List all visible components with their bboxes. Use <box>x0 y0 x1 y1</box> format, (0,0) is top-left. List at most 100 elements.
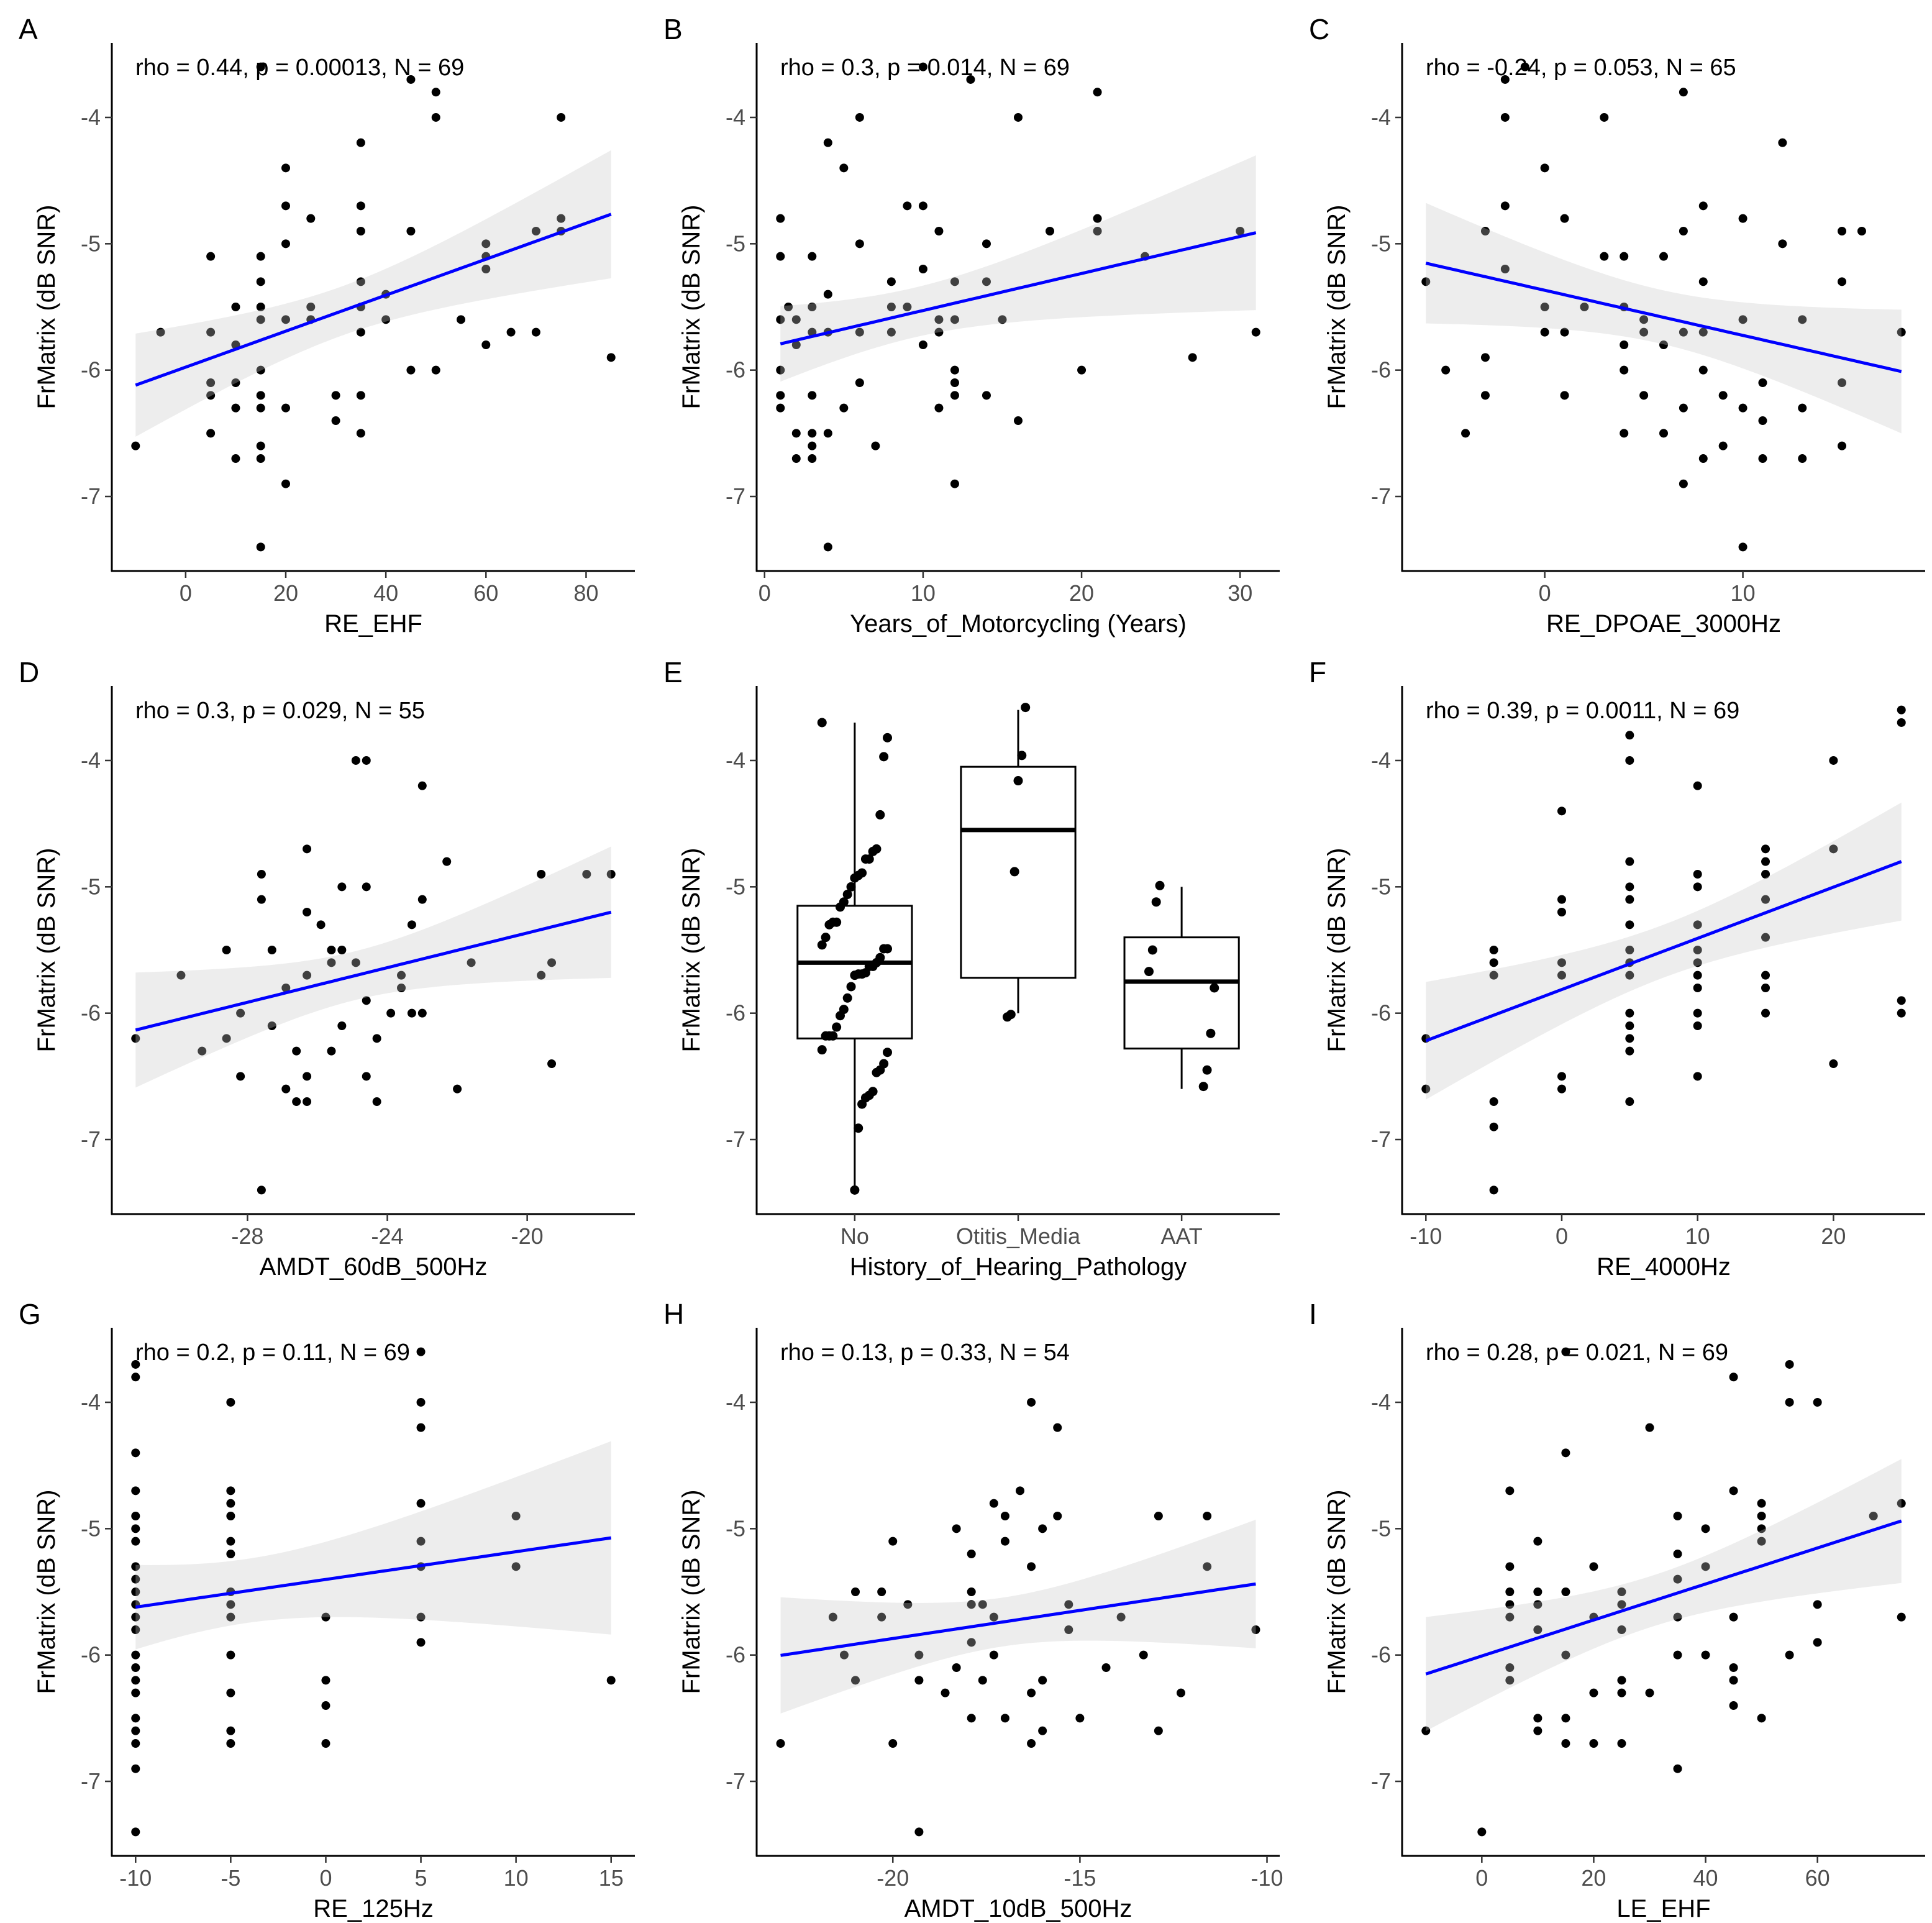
regression-line <box>1425 1519 1902 1676</box>
data-point <box>1101 1663 1111 1673</box>
data-point <box>316 920 326 930</box>
y-tick-label: -6 <box>81 1000 101 1026</box>
data-point <box>1761 857 1770 866</box>
data-point <box>1659 429 1668 438</box>
data-point <box>1489 946 1498 954</box>
data-point <box>481 239 491 249</box>
panel-d: D -4 -5 -6 -7 FrMatrix (dB SNR) -28 -24 -20 AMDT_… <box>19 656 635 1281</box>
data-point <box>453 1084 462 1094</box>
correlation-annotation: rho = -0.24, p = 0.053, N = 65 <box>1426 55 1736 81</box>
panel-letter: C <box>1309 13 1329 45</box>
y-tick-label: -4 <box>1371 747 1391 773</box>
boxplot-aat <box>1123 880 1240 1092</box>
data-point <box>886 303 896 311</box>
data-point <box>206 391 216 400</box>
data-point <box>226 1537 235 1546</box>
jitter-point <box>842 890 852 900</box>
data-point <box>131 1511 140 1520</box>
data-point <box>327 1046 336 1056</box>
data-point <box>1659 340 1668 350</box>
data-point <box>1620 365 1629 375</box>
data-point <box>407 1008 416 1018</box>
data-point <box>1679 403 1688 413</box>
data-point <box>386 1008 396 1018</box>
y-axis-title: FrMatrix (dB SNR) <box>678 848 705 1053</box>
data-point <box>1505 1562 1515 1571</box>
data-point <box>1729 1612 1738 1622</box>
data-point <box>206 378 216 388</box>
data-point <box>1064 1600 1073 1609</box>
confidence-band <box>135 846 611 1088</box>
panel-letter: D <box>19 656 39 688</box>
data-point <box>1679 479 1688 488</box>
data-point <box>1560 327 1569 337</box>
x-axis-title: RE_DPOAE_3000Hz <box>1546 610 1781 637</box>
panel-letter: A <box>19 13 38 45</box>
jitter-point <box>883 1048 892 1057</box>
data-point <box>226 1612 235 1622</box>
data-point <box>1027 1397 1036 1407</box>
data-point <box>952 1524 961 1533</box>
data-point <box>506 327 516 337</box>
data-point <box>416 1397 426 1407</box>
data-point <box>1757 1714 1766 1723</box>
data-point <box>303 1097 312 1107</box>
data-point <box>1625 756 1634 765</box>
x-tick-label: 0 <box>319 1865 332 1891</box>
data-point <box>918 340 927 350</box>
data-point <box>1813 1600 1822 1609</box>
data-point <box>1154 1726 1163 1735</box>
data-point <box>131 1359 140 1369</box>
data-point <box>198 1046 207 1056</box>
data-point <box>808 429 817 438</box>
data-point <box>226 1549 235 1558</box>
data-point <box>1673 1612 1682 1622</box>
data-point <box>1757 1511 1766 1520</box>
correlation-annotation: rho = 0.3, p = 0.014, N = 69 <box>780 55 1070 81</box>
data-point <box>808 252 817 261</box>
y-tick-label: -5 <box>726 231 745 256</box>
data-point <box>989 1612 998 1622</box>
panel-a: A -4 -5 -6 -7 FrMatrix (dB SNR) 0 20 40 60 80 RE_EH… <box>19 13 635 637</box>
y-tick-label: -7 <box>81 483 101 509</box>
y-axis-title: FrMatrix (dB SNR) <box>1323 848 1351 1053</box>
data-point <box>1561 1650 1570 1660</box>
data-point <box>776 214 785 223</box>
x-tick-label: 20 <box>273 580 298 606</box>
data-point <box>888 1739 898 1748</box>
jitter-point <box>842 993 852 1003</box>
data-point <box>281 984 291 993</box>
data-point <box>1701 1650 1710 1660</box>
data-point <box>1761 933 1770 942</box>
data-point <box>877 1612 886 1622</box>
data-point <box>1693 946 1702 954</box>
data-point <box>457 315 466 324</box>
data-point <box>1829 756 1838 765</box>
data-point <box>331 416 340 426</box>
data-point <box>1761 971 1770 980</box>
x-tick-label: 0 <box>180 580 192 606</box>
data-point <box>1757 1499 1766 1508</box>
data-point <box>791 429 801 438</box>
data-point <box>1785 1359 1794 1369</box>
y-tick-label: -4 <box>726 747 745 773</box>
confidence-band <box>135 1441 611 1650</box>
data-point <box>1589 1688 1598 1697</box>
jitter-point <box>832 1022 842 1032</box>
data-point <box>950 479 959 488</box>
panel-g: G -4 -5 -6 -7 FrMatrix (dB SNR) -10 -5 0 5 10 15 RE_… <box>19 1298 635 1922</box>
data-point <box>1500 201 1510 211</box>
data-point <box>967 1549 976 1558</box>
regression-line <box>135 1536 612 1609</box>
data-point <box>131 1650 140 1660</box>
data-point <box>1116 1612 1126 1622</box>
jitter-point <box>1009 867 1019 877</box>
box-iqr <box>1123 936 1240 1050</box>
data-point <box>1500 112 1510 122</box>
data-point <box>356 226 365 235</box>
data-point <box>776 391 785 400</box>
data-point <box>1489 1122 1498 1131</box>
data-point <box>131 1574 140 1584</box>
data-point <box>989 1650 998 1660</box>
y-tick-label: -4 <box>726 1389 745 1415</box>
